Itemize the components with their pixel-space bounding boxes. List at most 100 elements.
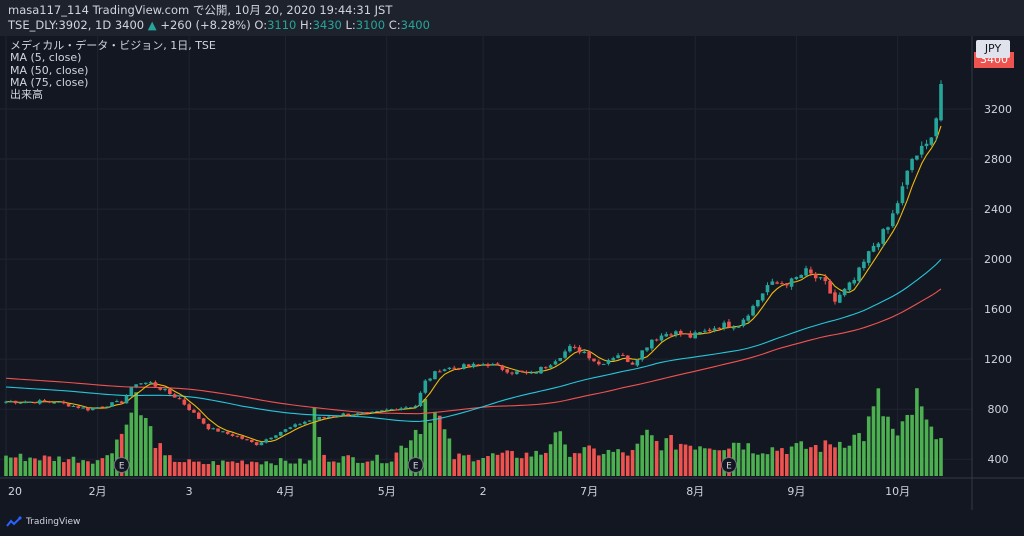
volume-bar bbox=[28, 457, 32, 476]
volume-bar bbox=[751, 453, 755, 476]
time-axis-label: 10月 bbox=[885, 485, 910, 498]
candle-body bbox=[915, 155, 919, 160]
candle-body bbox=[741, 319, 746, 326]
volume-bar bbox=[572, 453, 577, 476]
candle-body bbox=[356, 413, 360, 416]
price-axis: 400 800 1200 1600 2000 2400 2800 3200 bbox=[984, 103, 1012, 466]
candle-body bbox=[857, 267, 861, 281]
volume-bar bbox=[110, 453, 114, 476]
candle-body bbox=[539, 366, 543, 374]
legend-ma75: MA (75, close) bbox=[10, 75, 89, 89]
volume-bar bbox=[221, 460, 225, 476]
volume-bar bbox=[211, 461, 216, 476]
candle-body bbox=[312, 419, 317, 421]
candle-body bbox=[124, 395, 129, 404]
candle-body bbox=[587, 351, 591, 359]
volume-bar bbox=[659, 450, 664, 476]
price-chart[interactable]: E E E 400 800 1200 1600 2000 2400 2800 3200 20 2月 3… bbox=[0, 36, 1024, 510]
volume-bar bbox=[105, 455, 110, 476]
candle-body bbox=[153, 382, 158, 387]
volume-bar bbox=[100, 458, 105, 476]
volume-bar bbox=[389, 461, 394, 476]
volume-bar bbox=[13, 457, 18, 476]
volume-bar bbox=[543, 452, 548, 476]
candle-body bbox=[703, 330, 707, 332]
candle-body bbox=[905, 170, 910, 185]
volume-bar bbox=[804, 448, 808, 476]
volume-bar bbox=[645, 429, 649, 476]
candle-body bbox=[433, 371, 437, 380]
moving-averages bbox=[5, 125, 942, 443]
volume-bar bbox=[143, 417, 148, 476]
candle-body bbox=[110, 402, 114, 407]
publish-info: masa117_114 TradingView.com で公開, 10月 20,… bbox=[8, 3, 393, 17]
volume-bar bbox=[182, 462, 187, 476]
candle-body bbox=[842, 288, 847, 296]
candle-body bbox=[490, 364, 495, 366]
tradingview-logo[interactable]: TradingView bbox=[6, 516, 80, 528]
volume-bar bbox=[621, 452, 625, 476]
volume-bar bbox=[746, 443, 751, 476]
volume-bar bbox=[278, 458, 283, 476]
open-label: O: bbox=[254, 18, 268, 32]
candle-body bbox=[698, 331, 702, 334]
candle-body bbox=[543, 367, 548, 369]
candle-body bbox=[187, 404, 191, 411]
time-axis-label: 7月 bbox=[580, 485, 598, 498]
volume-bar bbox=[688, 445, 693, 476]
candle-body bbox=[529, 372, 534, 374]
currency-button[interactable]: JPY bbox=[976, 40, 1010, 58]
candle-body bbox=[592, 358, 596, 362]
volume-bar bbox=[177, 462, 182, 476]
volume-bar bbox=[924, 419, 929, 476]
volume-bar bbox=[81, 460, 85, 476]
volume-bar bbox=[4, 455, 8, 476]
last-price: 3400 bbox=[114, 18, 145, 32]
volume-bar bbox=[240, 460, 244, 476]
candle-body bbox=[423, 380, 428, 393]
candle-body bbox=[919, 145, 924, 155]
candle-body bbox=[722, 322, 726, 328]
volume-bar bbox=[274, 465, 278, 476]
candle-body bbox=[274, 435, 278, 438]
volume-bar bbox=[741, 449, 746, 476]
candle-body bbox=[42, 400, 47, 402]
candle-body bbox=[611, 358, 616, 361]
volume-bar bbox=[47, 456, 52, 476]
low-label: L: bbox=[345, 18, 356, 32]
volume-bar bbox=[592, 448, 596, 476]
candle-body bbox=[428, 378, 432, 381]
volume-bar bbox=[919, 406, 924, 476]
volume-bar bbox=[905, 414, 910, 476]
volume-bar bbox=[476, 460, 481, 476]
candle-body bbox=[288, 427, 293, 429]
volume-bar bbox=[828, 444, 832, 476]
volume-bar bbox=[52, 460, 56, 476]
time-axis-label: 20 bbox=[8, 485, 22, 498]
volume-bar bbox=[225, 461, 230, 476]
volume-bar bbox=[307, 460, 312, 476]
volume-bar bbox=[857, 433, 861, 476]
volume-bar bbox=[842, 447, 847, 476]
candle-body bbox=[119, 401, 124, 404]
volume-bar bbox=[833, 447, 837, 476]
volume-bar bbox=[606, 449, 611, 476]
candle-body bbox=[33, 402, 37, 404]
candle-body bbox=[71, 405, 76, 407]
candle-body bbox=[731, 327, 736, 329]
candle-body bbox=[158, 386, 163, 390]
volume-bar bbox=[703, 448, 707, 476]
candle-body bbox=[394, 409, 399, 411]
candle-body bbox=[712, 328, 717, 331]
volume-bar bbox=[452, 459, 457, 476]
candle-body bbox=[148, 382, 153, 384]
volume-bar bbox=[298, 458, 302, 476]
volume-bar bbox=[196, 461, 201, 476]
volume-bar bbox=[712, 449, 717, 476]
volume-bar bbox=[505, 450, 510, 476]
candle-body bbox=[389, 409, 394, 411]
volume-bar bbox=[124, 424, 129, 476]
volume-bar bbox=[365, 461, 370, 476]
candle-body bbox=[264, 439, 269, 443]
volume-bar bbox=[471, 461, 476, 476]
